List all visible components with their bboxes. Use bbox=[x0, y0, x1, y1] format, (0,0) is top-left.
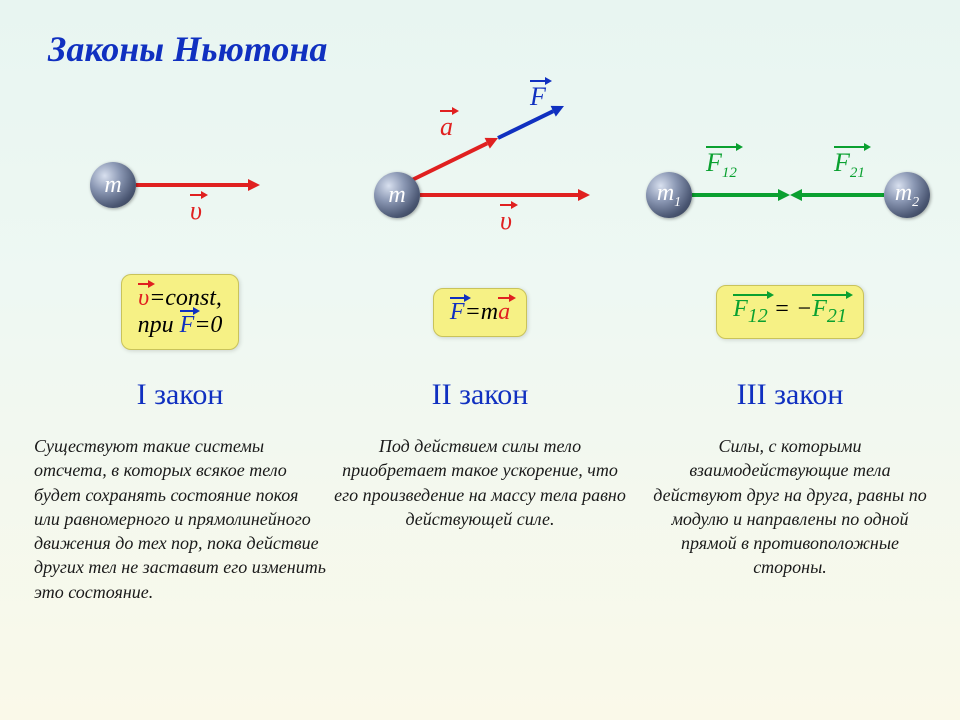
law-1-desc: Существуют такие системы отсчета, в кото… bbox=[30, 434, 330, 604]
law-1-column: mυ υ=const,при F=0 I закон Существуют та… bbox=[30, 100, 330, 604]
mass-label: m1 bbox=[657, 180, 681, 211]
vector-label: υ bbox=[190, 196, 202, 226]
mass-ball: m1 bbox=[646, 172, 692, 218]
law-3-diagram: m1 m2 F12 F21 bbox=[640, 100, 940, 260]
mass-ball: m bbox=[374, 172, 420, 218]
law-2-formula: F=ma bbox=[433, 288, 527, 337]
law-2-name: II закон bbox=[330, 378, 630, 412]
mass-label: m bbox=[104, 172, 121, 199]
law-1-formula: υ=const,при F=0 bbox=[121, 274, 240, 350]
vector-label: υ bbox=[500, 206, 512, 236]
vector-label: F21 bbox=[834, 148, 865, 182]
page-title: Законы Ньютона bbox=[48, 28, 327, 70]
law-2-desc: Под действием силы тело приобретает тако… bbox=[330, 434, 630, 531]
mass-ball: m2 bbox=[884, 172, 930, 218]
law-3-column: m1 m2 F12 F21 F12 = −F21 III закон Силы, с … bbox=[640, 100, 940, 580]
vector-label: F bbox=[530, 82, 546, 112]
law-1-diagram: mυ bbox=[30, 100, 330, 260]
law-3-name: III закон bbox=[640, 378, 940, 412]
law-3-formula-wrap: F12 = −F21 bbox=[640, 268, 940, 356]
mass-ball: m bbox=[90, 162, 136, 208]
law-1-formula-wrap: υ=const,при F=0 bbox=[30, 268, 330, 356]
mass-label: m2 bbox=[895, 180, 919, 211]
law-2-diagram: mυaF bbox=[330, 100, 630, 260]
law-3-formula: F12 = −F21 bbox=[716, 285, 864, 339]
law-2-column: mυaF F=ma II закон Под действием силы те… bbox=[330, 100, 630, 531]
vector-label: a bbox=[440, 112, 453, 142]
vector-label: F12 bbox=[706, 148, 737, 182]
law-2-formula-wrap: F=ma bbox=[330, 268, 630, 356]
law-3-desc: Силы, с которыми взаимодействующие тела … bbox=[640, 434, 940, 580]
law-1-name: I закон bbox=[30, 378, 330, 412]
mass-label: m bbox=[388, 182, 405, 209]
